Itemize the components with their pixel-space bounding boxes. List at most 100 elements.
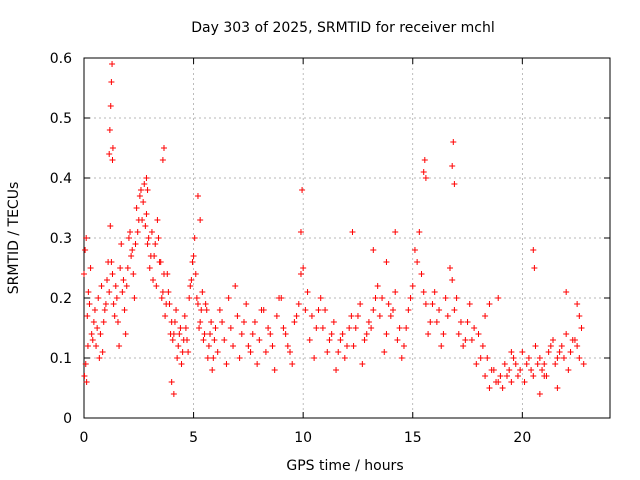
data-point [552, 361, 559, 367]
data-point [370, 307, 377, 313]
data-point [394, 337, 401, 343]
data-point [545, 349, 552, 355]
data-point [400, 343, 407, 349]
data-point [405, 307, 412, 313]
data-point [143, 211, 150, 217]
data-point [221, 337, 228, 343]
data-point [503, 373, 510, 379]
data-point [87, 265, 94, 271]
data-point [479, 343, 486, 349]
data-point [550, 337, 557, 343]
data-point [155, 235, 162, 241]
data-point [190, 253, 197, 259]
data-point [148, 229, 155, 235]
data-point [84, 313, 91, 319]
data-point [482, 373, 489, 379]
data-point [519, 349, 526, 355]
data-point [427, 319, 434, 325]
data-point [144, 187, 151, 193]
x-axis-title: GPS time / hours [286, 458, 403, 474]
data-point [554, 385, 561, 391]
data-point [486, 301, 493, 307]
grid [84, 58, 610, 418]
data-point [108, 79, 115, 85]
data-point [475, 331, 482, 337]
data-point [313, 325, 320, 331]
data-point [438, 343, 445, 349]
data-point [421, 157, 428, 163]
data-point [482, 313, 489, 319]
data-point [337, 337, 344, 343]
data-point [269, 343, 276, 349]
data-point [273, 313, 280, 319]
data-point [187, 283, 194, 289]
data-point [100, 319, 107, 325]
data-point [508, 379, 515, 385]
data-point [152, 241, 159, 247]
data-point [501, 361, 508, 367]
data-point [444, 313, 451, 319]
data-point [140, 199, 147, 205]
data-point [198, 307, 205, 313]
data-point [300, 265, 307, 271]
data-point [265, 325, 272, 331]
data-point [249, 331, 256, 337]
data-point [420, 289, 427, 295]
data-point [99, 349, 106, 355]
data-point [473, 361, 480, 367]
data-point [119, 289, 126, 295]
data-point [466, 301, 473, 307]
data-point [523, 361, 530, 367]
x-tick-label: 15 [404, 430, 422, 446]
data-point [477, 355, 484, 361]
data-point [245, 343, 252, 349]
data-point [354, 313, 361, 319]
data-point [101, 307, 108, 313]
data-point [216, 307, 223, 313]
data-point [306, 337, 313, 343]
data-point [211, 337, 218, 343]
data-point [563, 289, 570, 295]
data-point [484, 355, 491, 361]
data-point [280, 325, 287, 331]
data-point [442, 295, 449, 301]
data-point [107, 103, 114, 109]
data-point [349, 229, 356, 235]
data-point [117, 265, 124, 271]
data-point [181, 313, 188, 319]
data-point [173, 307, 180, 313]
data-point [201, 331, 208, 337]
data-point [510, 355, 517, 361]
data-point [131, 295, 138, 301]
data-point [530, 373, 537, 379]
data-point [302, 307, 309, 313]
data-point [499, 385, 506, 391]
data-point [171, 319, 178, 325]
data-point [539, 367, 546, 373]
data-point [495, 295, 502, 301]
data-point [387, 313, 394, 319]
data-point [133, 205, 140, 211]
data-point [189, 259, 196, 265]
data-point [330, 319, 337, 325]
data-point [460, 343, 467, 349]
data-point [154, 217, 161, 223]
data-point [194, 193, 201, 199]
data-point [319, 325, 326, 331]
data-point [146, 265, 153, 271]
data-point [297, 271, 304, 277]
data-point [449, 163, 456, 169]
data-point [109, 157, 116, 163]
data-point [495, 379, 502, 385]
data-point [339, 331, 346, 337]
data-point [141, 181, 148, 187]
data-point [168, 379, 175, 385]
data-point [490, 367, 497, 373]
data-point [89, 337, 96, 343]
data-point [223, 361, 230, 367]
data-point [160, 271, 167, 277]
data-point [379, 295, 386, 301]
data-point [162, 313, 169, 319]
data-point [403, 325, 410, 331]
y-tick-label: 0.2 [50, 291, 72, 307]
